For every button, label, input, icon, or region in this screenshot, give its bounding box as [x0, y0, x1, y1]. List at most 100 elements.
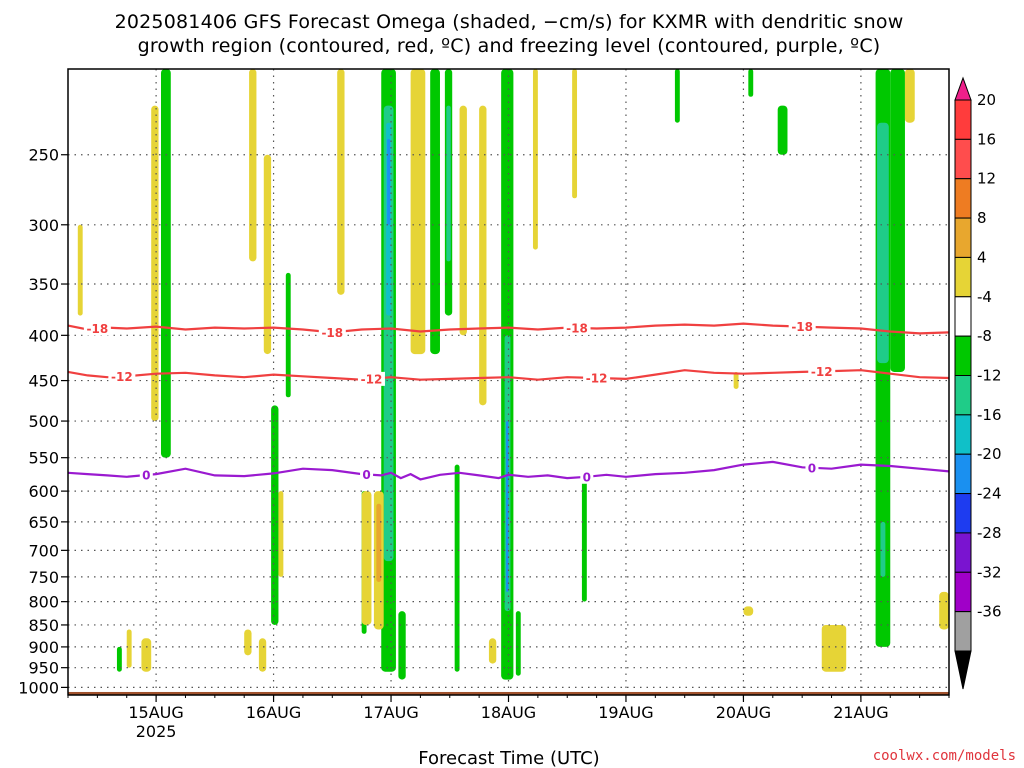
colorbar-bin [954, 414, 972, 455]
y-tick-label: 750 [28, 568, 59, 587]
omega-shaded-region [126, 629, 132, 668]
y-tick-label: 450 [28, 372, 59, 391]
omega-shaded-region [777, 105, 788, 155]
x-tick-label: 17AUG [363, 703, 418, 722]
x-tick-label: 19AUG [598, 703, 653, 722]
y-tick-label: 700 [28, 541, 59, 560]
colorbar-label: -28 [977, 524, 1002, 542]
x-tick-label: 21AUG [833, 703, 888, 722]
omega-shaded-region [249, 69, 257, 262]
contour-label-bg [108, 369, 136, 384]
colorbar-label: -12 [977, 367, 1002, 385]
contour-label: -12 [111, 370, 133, 384]
contour-label-bg [583, 371, 611, 386]
contour-label: -12 [361, 372, 383, 386]
omega-shaded-region [116, 646, 122, 672]
colorbar-label: -16 [977, 406, 1002, 424]
temperature-contours: -18 -18 -18 -18 -12 -12 -12 -12 0 0 0 0 [67, 319, 950, 484]
omega-shaded-region [748, 69, 754, 97]
omega-shaded-region [430, 69, 440, 355]
colorbar-label: 12 [977, 170, 996, 188]
contour-label: 0 [362, 468, 370, 482]
x-tick-label: 18AUG [481, 703, 536, 722]
colorbar-bin [954, 335, 972, 376]
colorbar-bin [954, 611, 972, 652]
x-tick-label: 16AUG [246, 703, 301, 722]
contour-label-bg [563, 320, 591, 335]
colorbar-bin [954, 296, 972, 337]
y-tick-label: 500 [28, 412, 59, 431]
omega-shaded-region [446, 105, 451, 262]
colorbar-bin [954, 217, 972, 258]
omega-shaded-region [743, 606, 754, 616]
omega-shaded-region [890, 69, 905, 372]
omega-shaded-region [337, 69, 345, 295]
contour-label-bg [83, 321, 111, 336]
y-tick-label: 900 [28, 638, 59, 657]
x-tick-sublabel: 2025 [136, 722, 177, 741]
omega-shaded-region [572, 69, 578, 199]
colorbar-bottom-arrow [954, 650, 972, 690]
colorbar-top-arrow [954, 76, 972, 101]
omega-shaded-region [939, 591, 949, 630]
omega-shaded-region [387, 139, 391, 225]
omega-shaded-region [398, 611, 406, 680]
omega-shaded-region [258, 638, 267, 672]
contour-label-bg [318, 325, 346, 340]
colorbar-label: -4 [977, 288, 992, 306]
colorbar: 20 16 12 8 4 -4 -8 -12 -16 -20 -24 -28 -32 -36 [954, 76, 1002, 690]
contour-label-bg [788, 319, 816, 334]
colorbar-label: -8 [977, 327, 992, 345]
colorbar-label: 16 [977, 130, 996, 148]
colorbar-bin [954, 256, 972, 298]
omega-shaded-region [278, 491, 284, 577]
contour-label-bg [808, 364, 836, 379]
plot-grid [68, 69, 949, 695]
x-tick-label: 20AUG [716, 703, 771, 722]
contour-label: -18 [87, 322, 109, 336]
contour-label: 0 [808, 461, 816, 475]
contour-label: -18 [321, 326, 343, 340]
contour-label: -12 [811, 365, 833, 379]
omega-shaded-region [733, 371, 739, 390]
omega-shaded-region [263, 154, 272, 355]
colorbar-bin [954, 532, 972, 573]
contour-label: 0 [583, 470, 591, 484]
contour-label: 0 [142, 468, 150, 482]
omega-shaded-region [904, 69, 915, 123]
omega-shaded-region [674, 69, 680, 123]
colorbar-label: 8 [977, 209, 987, 227]
x-tick-label: 15AUG [128, 703, 183, 722]
y-tick-label: 950 [28, 659, 59, 678]
omega-shaded-region [821, 624, 847, 672]
omega-shaded-region [77, 224, 83, 316]
y-tick-label: 250 [28, 146, 59, 165]
y-tick-label: 600 [28, 482, 59, 501]
omega-shaded-region [410, 69, 426, 355]
omega-shaded-region [376, 503, 382, 582]
omega-shaded-region [515, 611, 521, 676]
omega-shaded-region [880, 521, 886, 577]
contour-label: -18 [791, 320, 813, 334]
omega-shaded-region [532, 69, 538, 250]
y-tick-label: 300 [28, 216, 59, 235]
colorbar-bin [954, 99, 972, 140]
contour-label-bg [357, 371, 385, 386]
colorbar-label: 4 [977, 248, 987, 266]
omega-shaded-region [141, 638, 152, 672]
omega-shaded-region [459, 105, 467, 336]
omega-shaded-region [877, 122, 889, 364]
credit-link[interactable]: coolwx.com/models [873, 748, 1016, 764]
y-tick-label: 350 [28, 275, 59, 294]
contour-label-bg [139, 467, 153, 482]
contour-label: -12 [586, 372, 608, 386]
contour-label-bg [580, 469, 594, 484]
colorbar-bin [954, 138, 972, 180]
colorbar-bin [954, 571, 972, 613]
omega-shaded-region [488, 638, 497, 664]
colorbar-label: -36 [977, 603, 1002, 621]
colorbar-label: 20 [977, 91, 996, 109]
omega-shaded-region [244, 629, 252, 656]
